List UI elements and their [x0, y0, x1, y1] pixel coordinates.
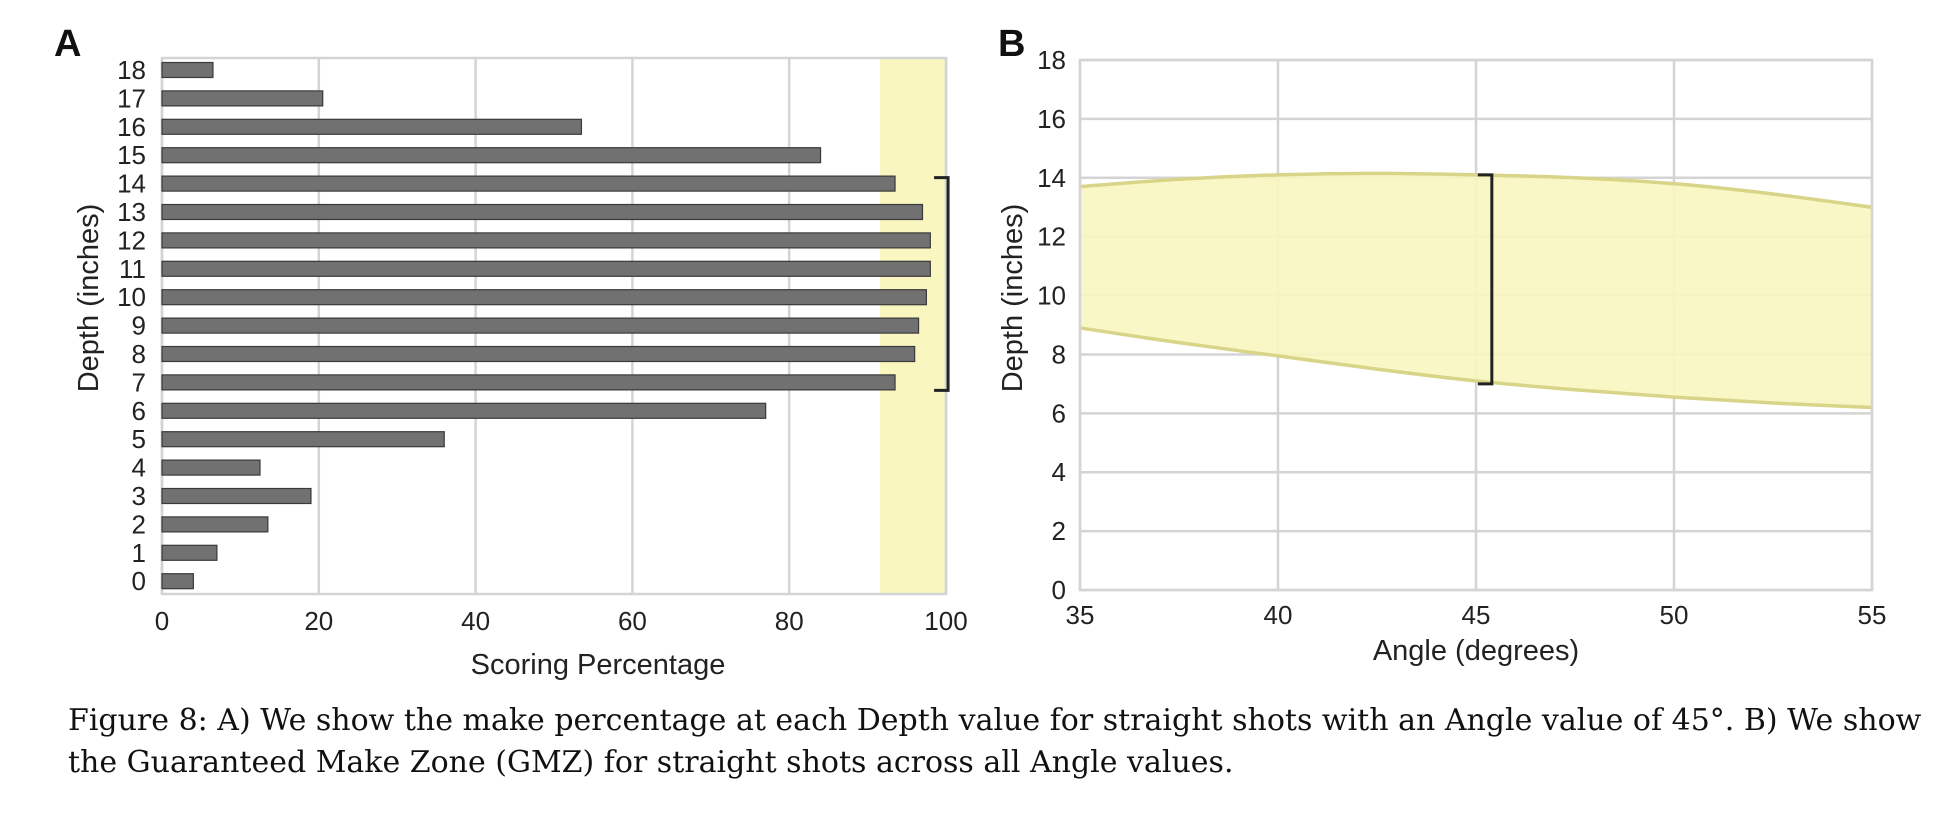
bar-depth-12 [161, 232, 931, 249]
bar-depth-0 [161, 573, 194, 590]
panel-a-bars [161, 61, 931, 590]
panel-a-letter: A [54, 23, 81, 65]
bar-depth-16 [161, 118, 583, 135]
panel-a-y-tick-label: 9 [132, 311, 146, 341]
panel-a-y-tick-label: 6 [132, 396, 146, 426]
panel-a-x-tick-label: 0 [155, 606, 169, 636]
bar-depth-6 [161, 402, 767, 419]
panel-b-x-tick-label: 45 [1462, 600, 1491, 630]
bar-depth-15 [161, 147, 822, 164]
panel-a-x-tick-label: 40 [461, 606, 490, 636]
bar-depth-8 [161, 345, 916, 363]
panel-b-y-tick-label: 16 [1037, 104, 1066, 134]
panel-b-y-tick-label: 14 [1037, 163, 1066, 193]
panel-a-y-axis-label: Depth (inches) [73, 204, 105, 393]
panel-a-x-tick-label: 100 [924, 606, 967, 636]
panel-b-y-tick-label: 18 [1037, 45, 1066, 75]
gmz-lower-boundary [1079, 326, 1873, 410]
panel-a-y-tick-label: 8 [132, 339, 146, 369]
bar-depth-18 [161, 61, 214, 79]
panel-a-y-tick-label: 2 [132, 509, 146, 539]
bar-depth-2 [161, 516, 269, 533]
panel-a-y-tick-label: 18 [117, 55, 146, 85]
panel-a-y-tick-label: 12 [117, 225, 146, 255]
panel-b-y-tick-label: 4 [1052, 457, 1066, 487]
panel-b-frame [1078, 58, 1874, 592]
gmz-area [1080, 173, 1872, 408]
panel-a-y-tick-label: 17 [117, 83, 146, 113]
figure-caption: Figure 8: A) We show the make percentage… [68, 703, 1922, 780]
bar-depth-13 [161, 203, 924, 221]
bar-depth-5 [161, 431, 445, 448]
panel-b-x-tick-label: 50 [1660, 600, 1689, 630]
panel-a-x-tick-label: 80 [775, 606, 804, 636]
panel-b: B 0 2 4 6 8 10 12 14 16 18 35 40 45 50 55 Angle (degr… [997, 23, 1886, 667]
panel-b-y-tick-label: 12 [1037, 222, 1066, 252]
panel-a-y-tick-label: 4 [132, 453, 146, 483]
panel-b-letter: B [998, 23, 1025, 65]
bar-depth-9 [161, 317, 920, 334]
panel-a-y-tick-label: 5 [132, 424, 146, 454]
panel-a-y-tick-label: 10 [117, 282, 146, 312]
panel-a-y-tick-label: 15 [117, 140, 146, 170]
bar-depth-4 [161, 459, 261, 476]
panel-a-y-tick-label: 1 [132, 538, 146, 568]
gmz-upper-boundary [1079, 171, 1873, 209]
bar-depth-1 [161, 544, 218, 561]
panel-a-y-tick-label: 7 [132, 367, 146, 397]
bar-depth-11 [161, 260, 931, 277]
panel-b-y-tick-label: 2 [1052, 516, 1066, 546]
panel-b-y-ticks: 0 2 4 6 8 10 12 14 16 18 [1037, 45, 1066, 605]
panel-b-y-tick-label: 6 [1052, 398, 1066, 428]
panel-b-y-axis-label: Depth (inches) [997, 204, 1029, 393]
panel-b-x-tick-label: 55 [1858, 600, 1887, 630]
panel-a-y-tick-label: 11 [119, 254, 146, 284]
panel-b-x-axis-label: Angle (degrees) [1373, 635, 1579, 667]
panel-b-x-tick-label: 40 [1264, 600, 1293, 630]
bar-depth-3 [161, 487, 312, 505]
panel-a-y-tick-label: 3 [132, 481, 146, 511]
panel-b-y-tick-label: 10 [1037, 281, 1066, 311]
panel-b-x-ticks: 35 40 45 50 55 [1066, 600, 1887, 630]
panel-b-x-tick-label: 35 [1066, 600, 1095, 630]
panel-a-x-ticks: 0 20 40 60 80 100 [155, 606, 968, 636]
panel-a-x-axis-label: Scoring Percentage [471, 649, 726, 681]
bar-depth-7 [161, 374, 896, 391]
panel-a-y-tick-label: 13 [117, 197, 146, 227]
panel-a-bracket [934, 176, 950, 392]
panel-b-y-tick-label: 0 [1052, 575, 1066, 605]
panel-a-x-tick-label: 60 [618, 606, 647, 636]
bar-depth-17 [161, 90, 324, 107]
bar-depth-14 [161, 175, 896, 192]
bar-depth-10 [161, 289, 928, 306]
panel-a-y-tick-label: 14 [117, 169, 146, 199]
panel-b-y-tick-label: 8 [1052, 339, 1066, 369]
panel-a-x-tick-label: 20 [304, 606, 333, 636]
panel-a-y-tick-label: 0 [132, 566, 146, 596]
panel-a-y-tick-label: 16 [117, 112, 146, 142]
panel-b-bracket [1477, 173, 1494, 386]
